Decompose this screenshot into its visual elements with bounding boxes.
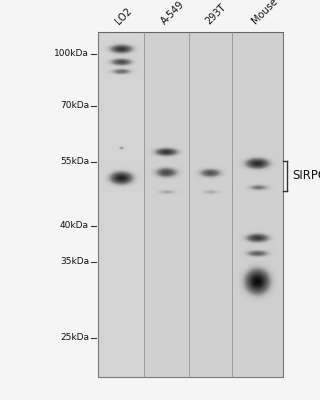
Bar [98, 32, 283, 377]
Text: 70kDa: 70kDa [60, 102, 89, 110]
Text: A-549: A-549 [159, 0, 187, 26]
Text: 25kDa: 25kDa [60, 334, 89, 342]
Text: 55kDa: 55kDa [60, 158, 89, 166]
Text: 293T: 293T [203, 2, 228, 26]
Bar [232, 32, 283, 377]
Bar [144, 32, 189, 377]
Bar [98, 32, 144, 377]
Text: 35kDa: 35kDa [60, 258, 89, 266]
Bar [189, 32, 232, 377]
Text: 100kDa: 100kDa [54, 50, 89, 58]
Text: SIRPG: SIRPG [292, 170, 320, 182]
Text: Mouse liver: Mouse liver [251, 0, 297, 26]
Text: 40kDa: 40kDa [60, 222, 89, 230]
Text: LO2: LO2 [114, 6, 134, 26]
